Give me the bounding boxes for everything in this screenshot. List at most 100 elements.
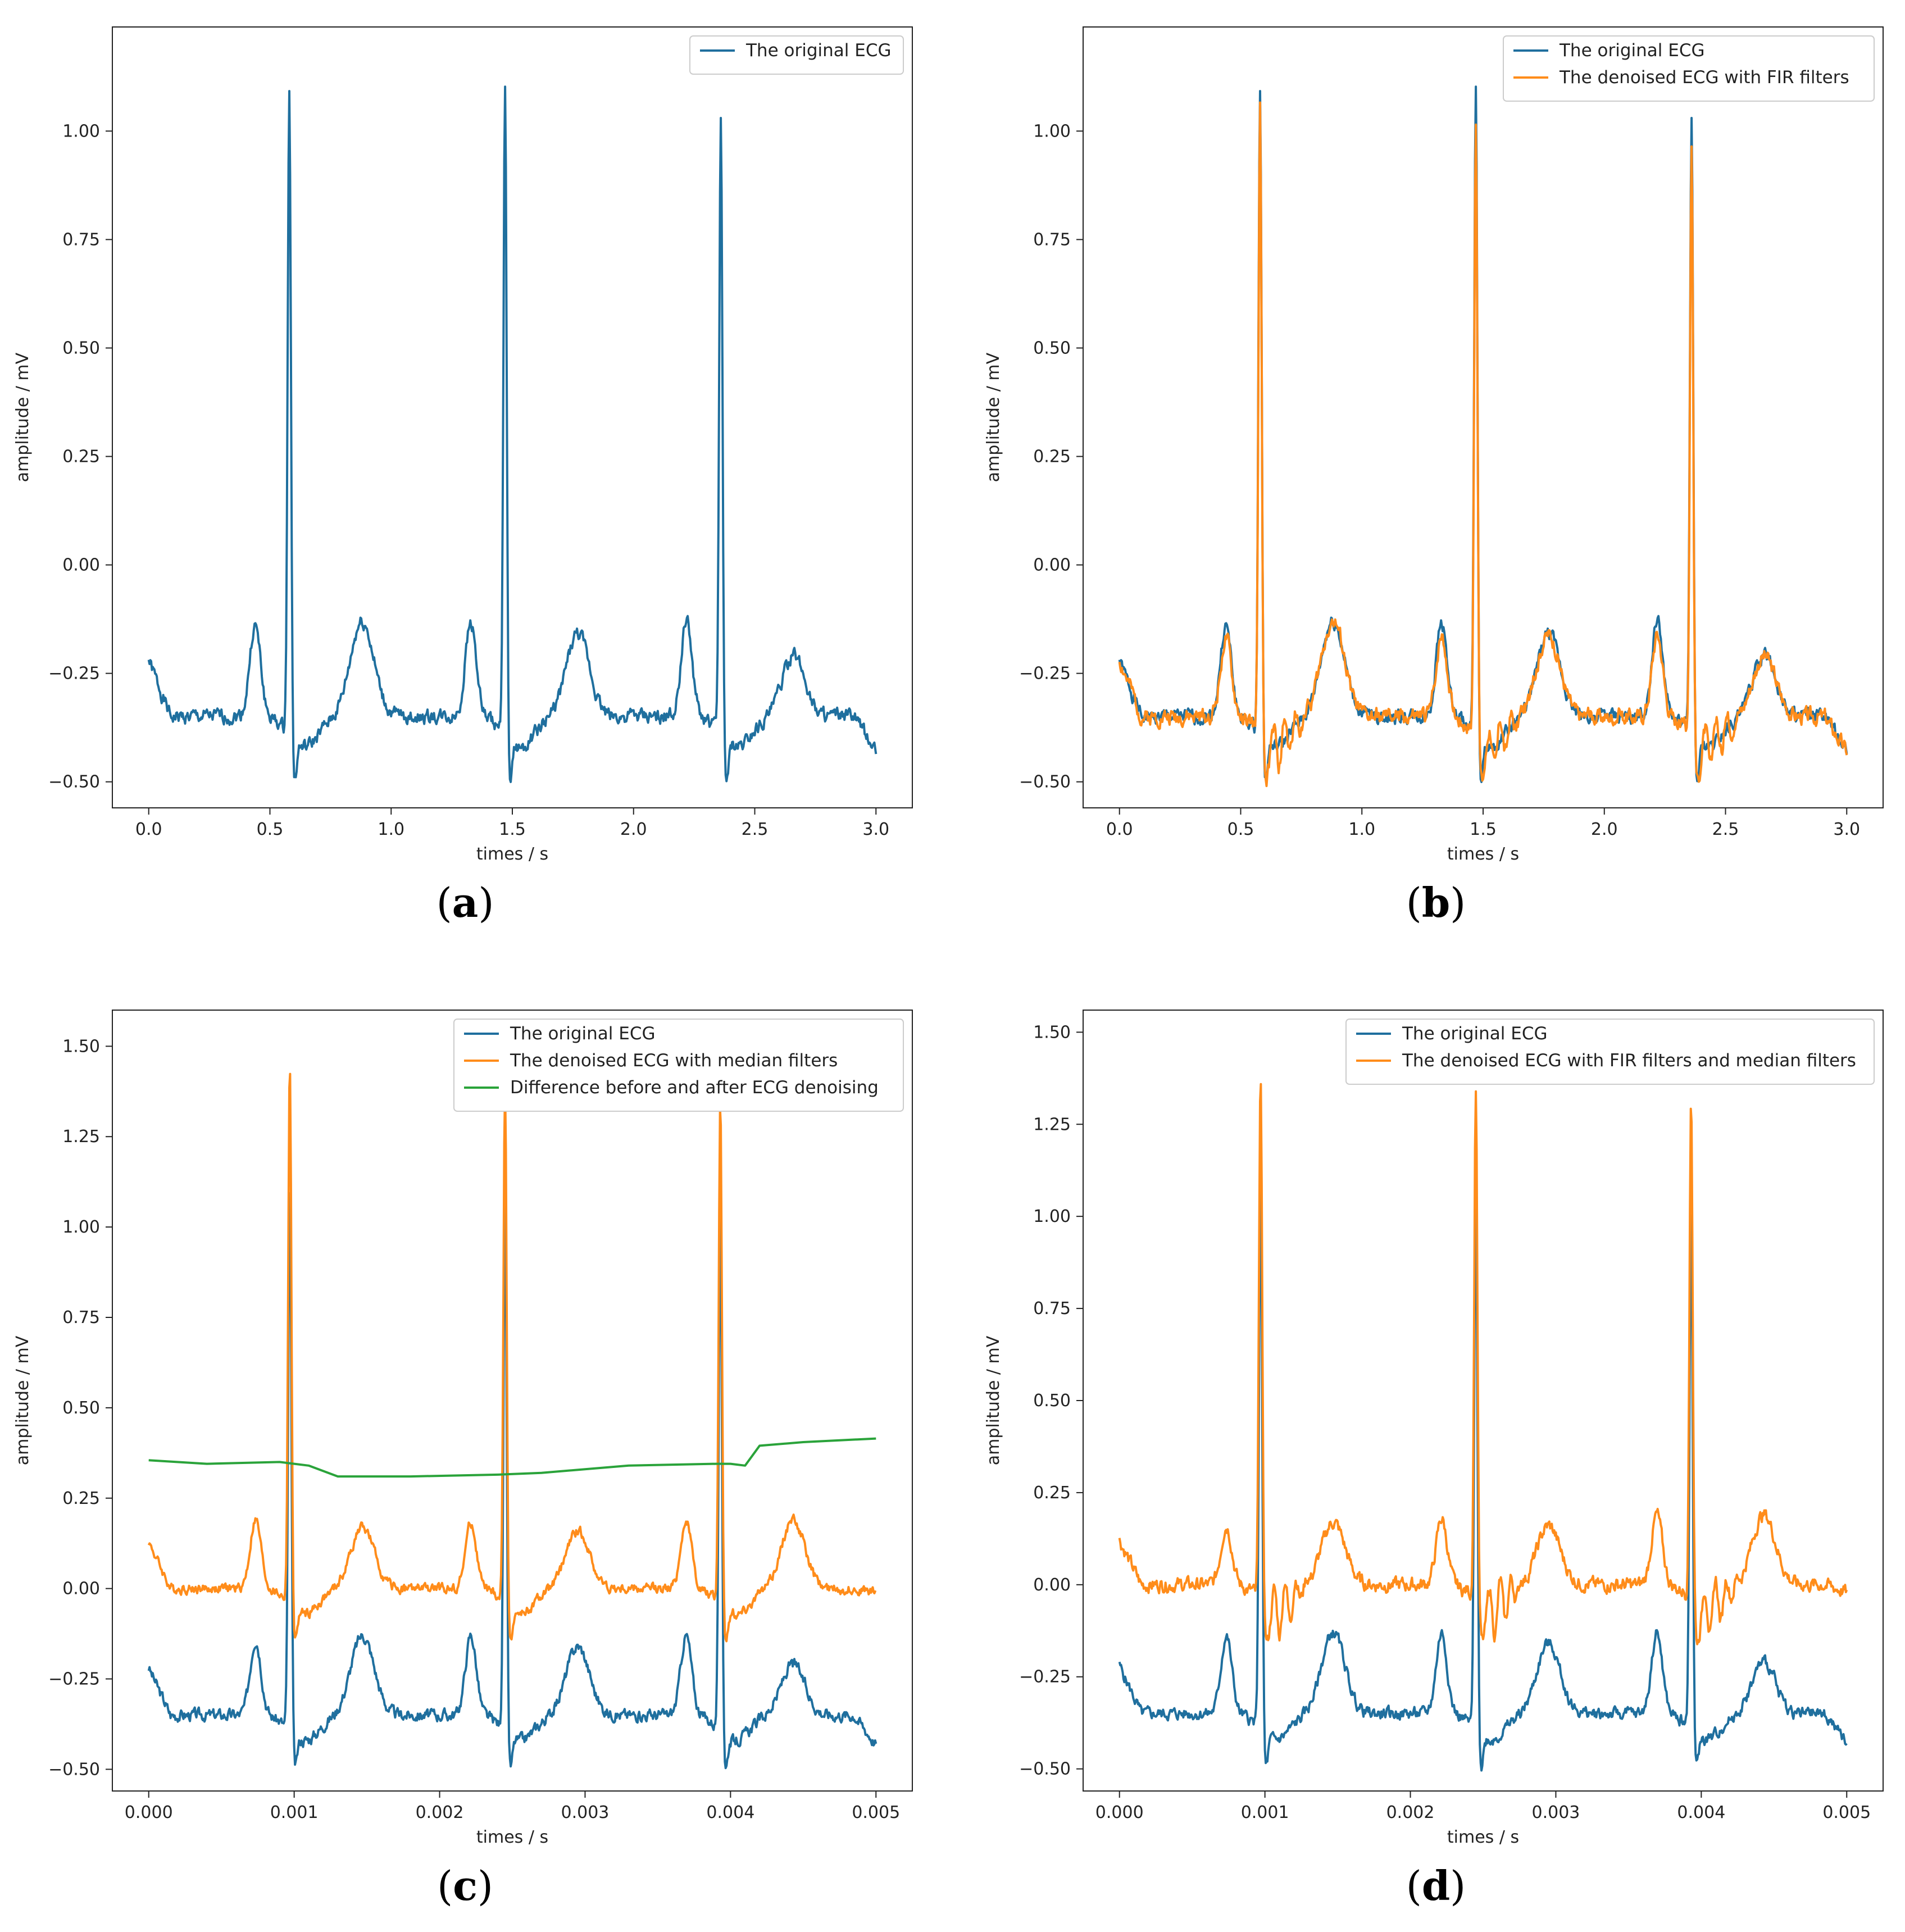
legend-entry: The original ECG	[745, 40, 892, 61]
y-tick-label: 1.25	[62, 1127, 100, 1147]
legend: The original ECG	[689, 35, 904, 75]
series-line-orange	[147, 1072, 877, 1643]
y-tick-label: 0.50	[1033, 338, 1071, 358]
series-line-green	[148, 1437, 876, 1478]
y-tick-label: 0.50	[62, 1398, 100, 1418]
x-tick-label: 0.004	[1677, 1803, 1725, 1822]
y-tick-label: 0.00	[1033, 1575, 1071, 1595]
axes-frame	[112, 1010, 913, 1792]
x-tick-label: 0.5	[1227, 820, 1254, 839]
x-tick-label: 0.002	[1386, 1803, 1435, 1822]
legend-entry: The denoised ECG with FIR filters	[1559, 67, 1849, 88]
x-tick-label: 0.003	[561, 1803, 610, 1822]
x-tick-label: 3.0	[862, 820, 889, 839]
series-line-blue	[1118, 85, 1848, 783]
y-tick-label: −0.50	[1019, 772, 1071, 792]
panel-c: 0.000 0.001 0.002 0.003 0.004 0.005 −0.50 −0.25…	[13, 1010, 913, 1910]
plot-area	[1118, 1083, 1848, 1772]
x-tick-label: 0.000	[1095, 1803, 1144, 1822]
series-line-blue	[1118, 1178, 1848, 1772]
y-axis-label: amplitude / mV	[13, 1335, 33, 1465]
legend-box	[1345, 1019, 1875, 1085]
y-tick-label: 1.25	[1033, 1115, 1071, 1134]
panel-caption-letter: d	[1422, 1862, 1450, 1910]
x-axis-label: times / s	[476, 1828, 548, 1847]
panel-a: 0.0 0.5 1.0 1.5 2.0 2.5 3.0 −0.50 −0.25 0.00 0.25 0…	[13, 26, 913, 926]
panel-caption: (d)	[1406, 1862, 1466, 1910]
x-tick-label: 0.0	[1106, 820, 1133, 839]
panel-caption-letter: b	[1422, 879, 1450, 926]
legend-box	[453, 1019, 904, 1112]
y-tick-label: 0.75	[62, 1308, 100, 1328]
x-tick-label: 2.5	[742, 820, 769, 839]
x-tick-label: 1.0	[1348, 820, 1375, 839]
y-tick-label: 0.50	[1033, 1391, 1071, 1411]
x-axis-label: times / s	[1447, 844, 1519, 864]
y-tick-label: −0.25	[48, 664, 100, 684]
panel-b: 0.0 0.5 1.0 1.5 2.0 2.5 3.0 −0.50 −0.25 0.00 0.25 0…	[984, 26, 1884, 926]
legend: The original ECG The denoised ECG with FI…	[1345, 1019, 1875, 1085]
legend: The original ECG The denoised ECG with FI…	[1503, 35, 1875, 102]
series-line-blue	[147, 1192, 878, 1770]
legend: The original ECG The denoised ECG with me…	[453, 1019, 904, 1112]
axes-frame	[1083, 1010, 1884, 1792]
panel-caption: (a)	[437, 879, 494, 926]
legend-entry: The denoised ECG with median filters	[510, 1051, 838, 1071]
x-tick-label: 1.5	[499, 820, 526, 839]
x-tick-label: 0.000	[125, 1803, 173, 1822]
panel-caption: (c)	[437, 1862, 493, 1910]
y-tick-label: 0.75	[62, 230, 100, 249]
y-tick-label: 0.00	[1033, 556, 1071, 575]
y-tick-label: 1.50	[62, 1037, 100, 1056]
x-tick-label: 0.001	[270, 1803, 319, 1822]
x-tick-label: 2.0	[620, 820, 647, 839]
legend-entry: The original ECG	[510, 1024, 656, 1044]
legend-box	[1503, 35, 1875, 102]
y-tick-label: 0.25	[62, 1489, 100, 1508]
y-tick-label: −0.50	[48, 1760, 100, 1779]
y-tick-label: 1.00	[1033, 1207, 1071, 1226]
x-tick-label: 3.0	[1833, 820, 1860, 839]
axes-frame	[1083, 26, 1884, 808]
x-tick-label: 0.004	[706, 1803, 754, 1822]
legend-entry: Difference before and after ECG denoisin…	[510, 1078, 879, 1098]
y-tick-label: −0.25	[1019, 1667, 1071, 1687]
legend-entry: The original ECG	[1402, 1024, 1548, 1044]
x-axis-label: times / s	[1447, 1828, 1519, 1847]
y-tick-label: −0.50	[48, 772, 100, 792]
x-tick-label: 0.005	[852, 1803, 900, 1822]
x-tick-label: 1.5	[1470, 820, 1497, 839]
y-axis-label: amplitude / mV	[984, 1335, 1003, 1465]
series-line-blue	[147, 85, 878, 783]
y-tick-label: −0.50	[1019, 1760, 1071, 1779]
y-tick-label: 0.00	[62, 556, 100, 575]
x-tick-label: 1.0	[378, 820, 404, 839]
panel-caption-letter: a	[452, 879, 479, 926]
series-line-orange	[1118, 1083, 1848, 1645]
y-axis-label: amplitude / mV	[984, 352, 1003, 482]
x-tick-label: 2.0	[1591, 820, 1618, 839]
x-tick-label: 0.005	[1822, 1803, 1871, 1822]
y-tick-label: 0.25	[62, 447, 100, 467]
y-tick-label: 0.00	[62, 1579, 100, 1599]
x-tick-label: 0.003	[1532, 1803, 1580, 1822]
x-tick-label: 0.002	[416, 1803, 464, 1822]
x-tick-label: 2.5	[1712, 820, 1739, 839]
series-line-orange	[1118, 101, 1848, 788]
y-tick-label: −0.25	[48, 1670, 100, 1689]
legend-entry: The original ECG	[1559, 40, 1705, 61]
x-tick-label: 0.5	[257, 820, 284, 839]
y-tick-label: 0.25	[1033, 447, 1071, 467]
panel-caption: (b)	[1406, 879, 1466, 926]
plot-area	[147, 1072, 878, 1770]
y-tick-label: 1.00	[62, 1217, 100, 1237]
panel-caption-letter: c	[453, 1862, 478, 1910]
y-tick-label: −0.25	[1019, 664, 1071, 684]
legend-entry: The denoised ECG with FIR filters and me…	[1402, 1051, 1856, 1071]
panel-d: 0.000 0.001 0.002 0.003 0.004 0.005 −0.50 −0.25…	[984, 1010, 1884, 1910]
x-axis-label: times / s	[476, 844, 548, 864]
axes-frame	[112, 26, 913, 808]
y-tick-label: 1.50	[1033, 1022, 1071, 1042]
x-tick-label: 0.0	[135, 820, 162, 839]
